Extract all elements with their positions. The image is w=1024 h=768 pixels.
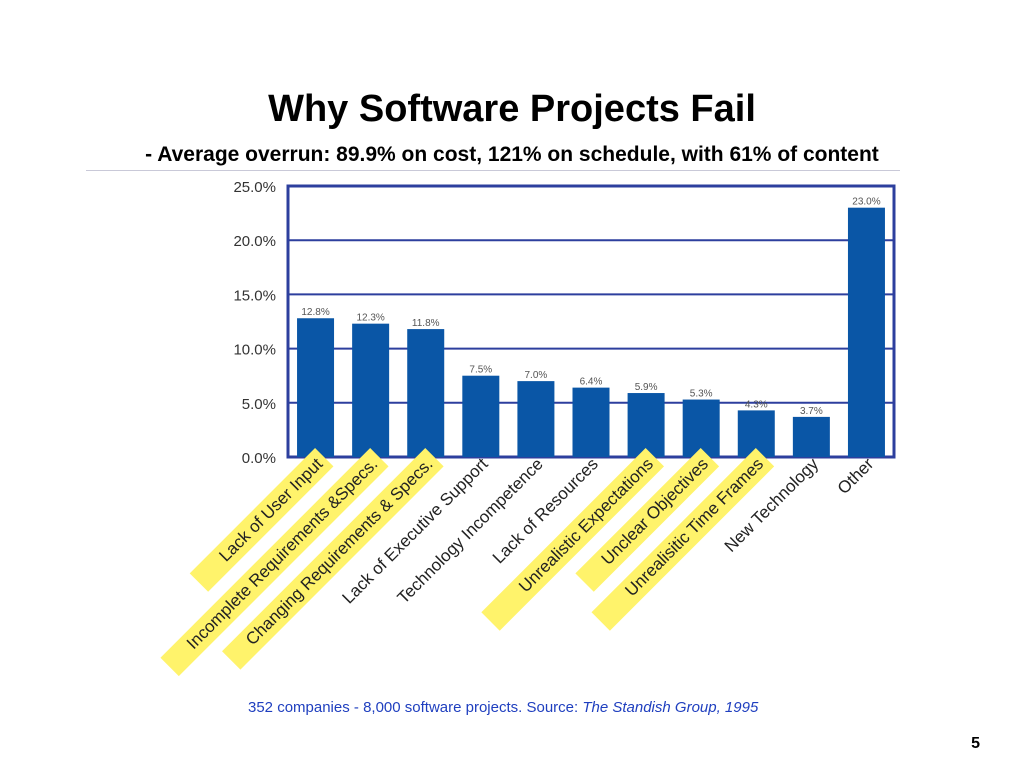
bar [462,375,500,457]
data-label: 12.3% [356,313,384,324]
bar [407,329,445,457]
source-citation: The Standish Group, 1995 [582,699,759,716]
label-highlight [222,448,444,670]
y-tick-label: 0.0% [242,450,276,467]
bar [297,318,335,457]
label-highlight [189,448,334,592]
label-highlight [160,448,389,677]
data-label: 23.0% [852,197,880,208]
data-label: 3.7% [800,406,823,417]
y-tick-label: 25.0% [233,179,276,196]
label-highlight [591,448,775,631]
data-label: 12.8% [301,307,329,318]
label-highlight [575,448,720,592]
page-subtitle: - Average overrun: 89.9% on cost, 121% o… [145,143,879,166]
bar [792,416,830,457]
bar [682,399,720,457]
bar [352,323,390,457]
bar [572,387,610,457]
data-label: 7.0% [525,370,548,381]
bar [627,393,665,457]
bar [847,207,885,457]
data-label: 11.8% [412,318,440,329]
title-divider [86,170,900,171]
data-label: 4.3% [745,399,768,410]
bar [517,381,555,457]
label-highlight [481,448,664,631]
y-tick-label: 15.0% [233,287,276,304]
source-prefix: 352 companies - 8,000 software projects.… [248,699,583,716]
page-number: 5 [971,735,980,752]
source-note: 352 companies - 8,000 software projects.… [248,699,758,716]
data-label: 5.3% [690,389,713,400]
data-label: 7.5% [469,365,492,376]
data-label: 6.4% [580,377,603,388]
page-title: Why Software Projects Fail [268,88,756,130]
y-tick-label: 20.0% [233,233,276,250]
category-label: Other [834,454,878,498]
y-tick-label: 5.0% [242,396,276,413]
data-label: 5.9% [635,382,658,393]
y-tick-label: 10.0% [233,342,276,359]
